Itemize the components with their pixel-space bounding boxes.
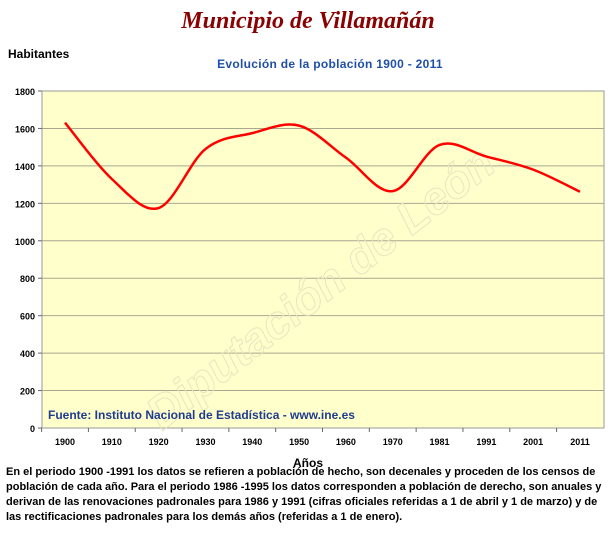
footnote: En el periodo 1900 -1991 los datos se re… [6,466,602,523]
x-tick-label: 1981 [430,437,450,447]
x-tick-label: 1910 [102,437,122,447]
y-tick-label: 1400 [15,162,35,172]
page-title: Municipio de Villamañán [181,8,435,34]
y-tick-label: 600 [20,312,35,322]
x-tick-label: 1991 [476,437,496,447]
x-tick-label: 1930 [195,437,215,447]
y-tick-label: 400 [20,349,35,359]
y-tick-label: 1600 [15,124,35,134]
y-tick-label: 800 [20,274,35,284]
series-line-poblacion [64,121,581,211]
y-axis-label: Habitantes [8,47,70,61]
x-tick-label: 1900 [55,437,75,447]
x-tick-label: 2001 [523,437,543,447]
source-label: Fuente: Instituto Nacional de Estadístic… [48,408,355,422]
plot-area [41,90,605,429]
x-tick-label: 1970 [383,437,403,447]
x-tick-label: 2011 [570,437,590,447]
y-tick-label: 1800 [15,87,35,97]
y-tick-label: 0 [30,424,35,434]
x-axis-label: Años [293,456,323,470]
chart-title: Evolución de la población 1900 - 2011 [217,57,443,71]
y-tick-label: 200 [20,387,35,397]
x-tick-label: 1920 [149,437,169,447]
x-tick-label: 1950 [289,437,309,447]
x-tick-label: 1940 [242,437,262,447]
y-tick-label: 1000 [15,237,35,247]
x-tick-label: 1960 [336,437,356,447]
y-tick-label: 1200 [15,199,35,209]
